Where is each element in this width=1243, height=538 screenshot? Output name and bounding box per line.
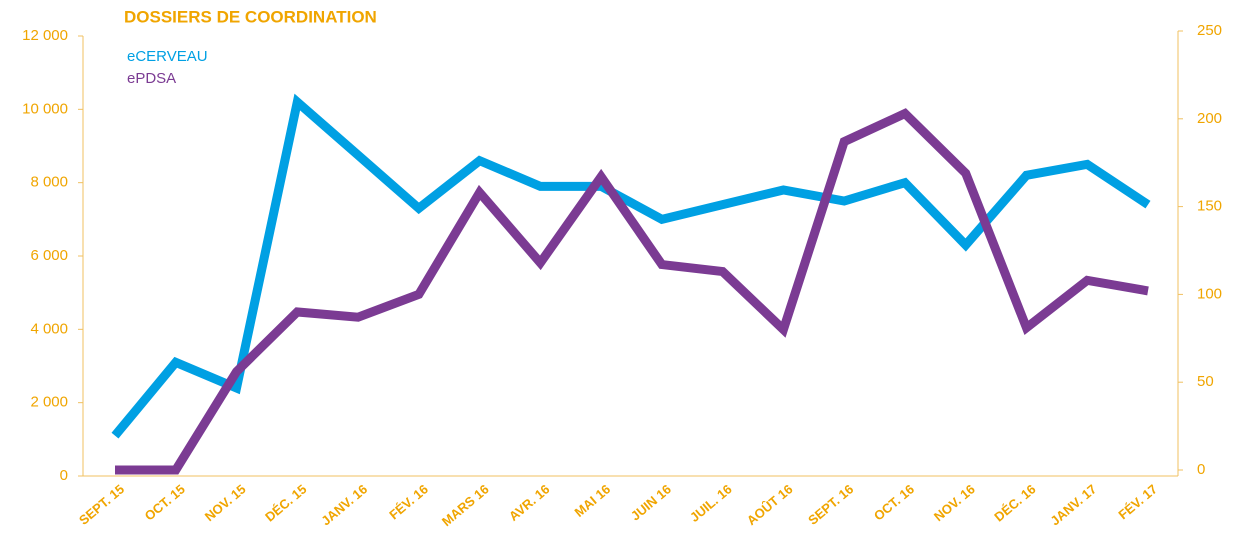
y-tick-label: 8 000 (30, 174, 68, 191)
y2-tick-label: 250 (1197, 22, 1222, 39)
x-tick-label: MARS 16 (439, 481, 492, 529)
x-tick-label: NOV. 15 (202, 481, 249, 524)
y-tick-label: 6 000 (30, 247, 68, 264)
x-tick-label: NOV. 16 (931, 481, 978, 524)
y2-tick-label: 100 (1197, 285, 1222, 302)
y2-tick-label: 200 (1197, 110, 1222, 127)
legend-label: ePDSA (127, 70, 176, 87)
y-tick-label: 12 000 (22, 27, 68, 44)
x-tick-label: SEPT. 15 (76, 481, 127, 527)
series-line (115, 108, 1149, 475)
x-tick-label: AVR. 16 (506, 481, 553, 523)
x-tick-label: OCT. 16 (871, 481, 917, 523)
y-tick-label: 2 000 (30, 394, 68, 411)
x-tick-label: JUIN 16 (628, 481, 674, 523)
x-tick-label: FÉV. 17 (1115, 481, 1160, 522)
x-tick-label: SEPT. 16 (805, 481, 856, 527)
x-tick-label: AOÛT 16 (744, 481, 796, 528)
y-tick-label: 10 000 (22, 100, 68, 117)
chart-title: DOSSIERS DE COORDINATION (124, 7, 377, 26)
legend-label: eCERVEAU (127, 48, 208, 65)
x-tick-label: JUIL. 16 (687, 481, 735, 525)
x-tick-label: JANV. 16 (318, 481, 370, 528)
y-tick-label: 4 000 (30, 320, 68, 337)
x-tick-label: MAI 16 (572, 481, 614, 519)
y-tick-label: 0 (60, 467, 68, 484)
x-tick-label: FÉV. 16 (386, 481, 431, 522)
y2-tick-label: 50 (1197, 373, 1214, 390)
y2-tick-label: 0 (1197, 461, 1205, 478)
y2-tick-label: 150 (1197, 198, 1222, 215)
series-line (111, 93, 1151, 439)
x-tick-label: JANV. 17 (1047, 481, 1099, 528)
x-tick-label: DÉC. 15 (262, 481, 309, 524)
x-tick-label: DÉC. 16 (991, 481, 1038, 524)
x-tick-label: OCT. 15 (142, 481, 188, 523)
